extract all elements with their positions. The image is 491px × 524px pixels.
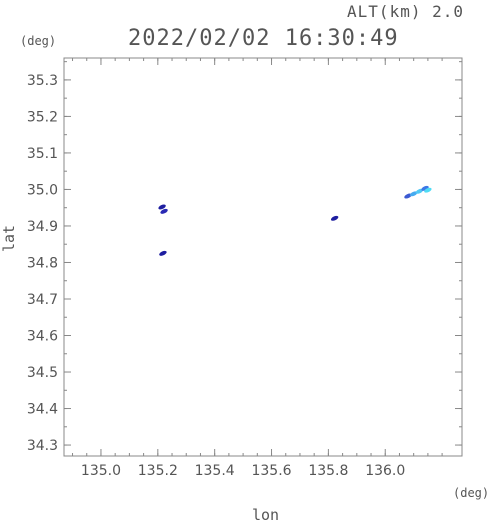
tick-group: 135.0 135.2 135.4 135.6 135.8 136.0 34.3 34.4 34…: [27, 58, 462, 479]
x-tick-label: 136.0: [365, 463, 405, 479]
radar-echo: [404, 193, 412, 199]
x-tick-label: 135.6: [251, 463, 291, 479]
y-tick-label: 35.2: [27, 109, 58, 125]
y-tick-label: 34.5: [27, 365, 58, 381]
altitude-label: ALT(km) 2.0: [347, 2, 464, 21]
plot-frame: [63, 57, 463, 457]
radar-echo: [158, 204, 166, 210]
echo-group: [158, 185, 432, 256]
x-tick-label: 135.8: [308, 463, 348, 479]
y-tick-label: 34.7: [27, 292, 58, 308]
x-tick-label: 135.4: [195, 463, 235, 479]
y-tick-label: 34.8: [27, 255, 58, 271]
x-tick-label: 135.2: [138, 463, 178, 479]
x-tick-label: 135.0: [81, 463, 121, 479]
x-unit-label: (deg): [453, 486, 490, 500]
y-tick-label: 34.6: [27, 329, 58, 345]
radar-echo: [159, 250, 167, 256]
y-tick-label: 35.1: [27, 146, 58, 162]
radar-echo: [415, 188, 424, 194]
radar-echo: [330, 215, 339, 221]
y-tick-label: 35.0: [27, 182, 58, 198]
y-tick-label: 34.3: [27, 438, 58, 454]
x-axis-label: lon: [252, 506, 280, 524]
radar-echo: [160, 208, 168, 214]
y-tick-label: 34.9: [27, 219, 58, 235]
y-tick-label: 34.4: [27, 402, 58, 418]
y-unit-label: (deg): [20, 34, 57, 48]
radar-echo: [409, 191, 418, 197]
radar-echo: [424, 187, 432, 193]
y-tick-label: 35.3: [27, 73, 58, 89]
datetime-title: 2022/02/02 16:30:49: [128, 26, 399, 51]
